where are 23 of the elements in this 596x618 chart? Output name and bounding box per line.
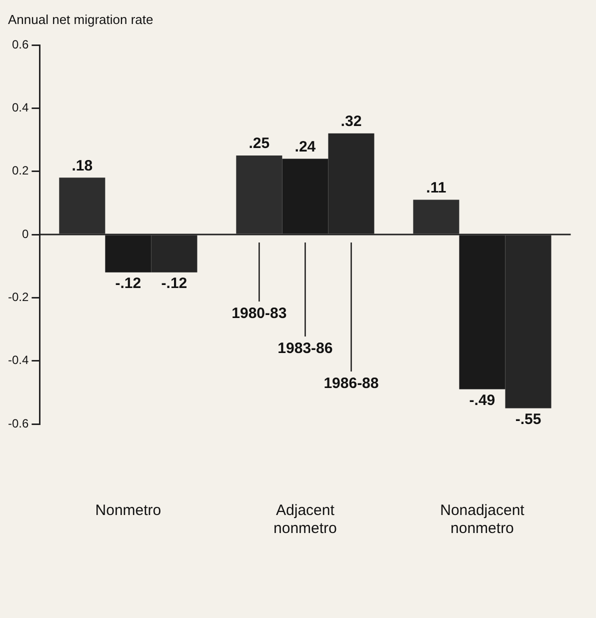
data-label: -.55 — [515, 410, 542, 428]
data-label: .18 — [72, 157, 93, 174]
x-tick-label: Adjacent nonmetro — [274, 502, 337, 538]
y-tick-label: -0.4 — [8, 353, 29, 368]
y-tick-label: 0.2 — [12, 164, 29, 178]
data-label: -.12 — [115, 275, 142, 292]
data-label: .25 — [248, 135, 270, 152]
y-tick-label: 0.6 — [12, 37, 29, 52]
text: 1986-88 — [324, 375, 379, 392]
text: 1983-86 — [278, 340, 333, 358]
y-tick-label: -0.2 — [8, 290, 29, 304]
y-tick-label: -0.6 — [8, 416, 29, 430]
data-label: .11 — [426, 179, 446, 196]
data-label: .32 — [340, 113, 362, 130]
data-label: -.49 — [469, 392, 496, 409]
text: 1980-83 — [232, 305, 287, 322]
x-tick-label: Nonmetro — [95, 502, 162, 520]
x-tick-label: Nonadjacent nonmetro — [440, 502, 526, 538]
data-label: .24 — [294, 138, 316, 156]
data-label: -.12 — [161, 275, 188, 292]
y-tick-label: 0.4 — [12, 100, 29, 114]
y-tick-label: 0 — [22, 226, 29, 241]
y-axis-title: Annual net migration rate — [8, 12, 154, 28]
